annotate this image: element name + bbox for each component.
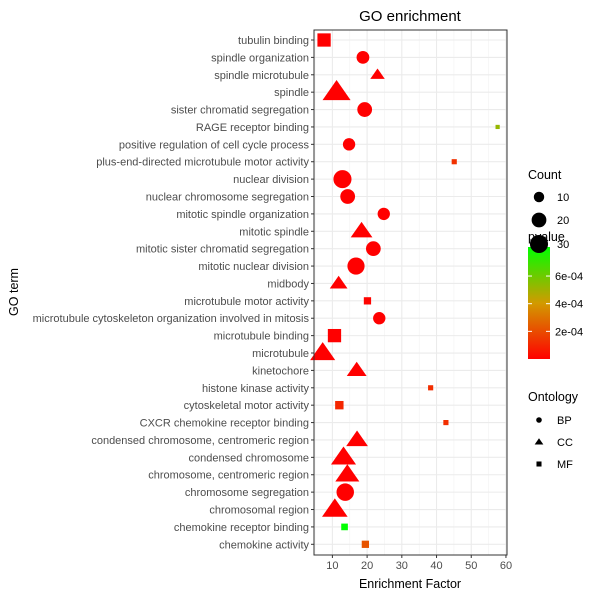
x-tick-labels: 10 20 30 40 50 60	[326, 555, 512, 572]
y-tick-label: nuclear division	[233, 174, 309, 186]
y-tick-label: plus-end-directed microtubule motor acti…	[96, 157, 309, 169]
y-tick-label: positive regulation of cell cycle proces…	[119, 139, 310, 151]
y-tick-label: mitotic nuclear division	[198, 261, 309, 273]
data-point	[451, 159, 457, 165]
pvalue-legend-label: 2e-04	[555, 326, 583, 338]
data-points	[310, 33, 500, 548]
y-tick-label: chemokine receptor binding	[174, 522, 309, 534]
y-tick-label: chromosome, centromeric region	[148, 470, 309, 482]
data-point	[361, 540, 370, 548]
ontology-legend-symbol	[536, 461, 542, 467]
data-point	[363, 297, 372, 305]
pvalue-colorbar	[528, 247, 550, 359]
data-point	[336, 483, 354, 501]
y-tick-label: spindle	[274, 87, 309, 99]
legend: Count pvalue Ontology 1020302e-044e-046e…	[528, 168, 583, 471]
count-legend-label: 20	[557, 215, 569, 227]
y-tick-label: condensed chromosome, centromeric region	[91, 435, 309, 447]
data-point	[340, 189, 356, 204]
count-legend-symbol	[533, 191, 545, 203]
x-tick-label: 10	[326, 560, 338, 572]
data-point	[428, 385, 434, 391]
ontology-legend-symbol	[536, 417, 542, 423]
ontology-legend-label: CC	[557, 437, 573, 449]
y-tick-label: chromosomal region	[209, 505, 309, 517]
data-point	[333, 170, 352, 189]
data-point	[347, 257, 365, 275]
chart-title: GO enrichment	[359, 8, 462, 25]
count-legend-title: Count	[528, 168, 562, 182]
y-tick-label: spindle organization	[211, 52, 309, 64]
y-tick-label: kinetochore	[252, 365, 309, 377]
count-legend-symbol	[531, 212, 547, 228]
y-tick-label: spindle microtubule	[214, 70, 309, 82]
y-tick-label: chromosome segregation	[185, 487, 309, 499]
data-point	[341, 523, 348, 531]
data-point	[350, 221, 373, 238]
y-tick-label: tubulin binding	[238, 35, 309, 47]
y-tick-label: chemokine activity	[219, 539, 309, 551]
count-legend-label: 10	[557, 192, 569, 204]
data-point	[370, 68, 385, 79]
x-axis-title: Enrichment Factor	[359, 577, 461, 591]
y-tick-label: RAGE receptor binding	[196, 122, 309, 134]
ontology-legend-title: Ontology	[528, 390, 579, 404]
data-point	[322, 79, 351, 101]
y-tick-label: microtubule cytoskeleton organization in…	[33, 313, 310, 325]
data-point	[330, 446, 357, 465]
y-tick-label: nuclear chromosome segregation	[146, 192, 309, 204]
data-point	[346, 361, 367, 377]
data-point	[327, 328, 342, 343]
y-tick-labels: tubulin binding spindle organization spind…	[33, 35, 314, 551]
ontology-legend-label: MF	[557, 459, 573, 471]
y-axis-title: GO term	[7, 268, 21, 316]
data-point	[329, 275, 348, 289]
y-tick-label: histone kinase activity	[202, 383, 309, 395]
data-point	[443, 420, 449, 426]
data-point	[346, 430, 368, 447]
ontology-legend-label: BP	[557, 415, 572, 427]
x-tick-label: 20	[361, 560, 373, 572]
data-point	[317, 33, 331, 47]
data-point	[356, 50, 370, 64]
y-tick-label: mitotic spindle organization	[176, 209, 309, 221]
data-point	[335, 400, 344, 410]
data-point	[495, 124, 500, 130]
y-tick-label: CXCR chemokine receptor binding	[140, 418, 309, 430]
x-tick-label: 30	[396, 560, 408, 572]
x-tick-label: 50	[465, 560, 477, 572]
count-legend-symbol	[529, 234, 549, 254]
x-tick-label: 60	[500, 560, 512, 572]
y-tick-label: microtubule binding	[214, 331, 309, 343]
y-tick-label: condensed chromosome	[189, 452, 309, 464]
data-point	[365, 241, 381, 257]
data-point	[322, 498, 348, 517]
y-tick-label: mitotic sister chromatid segregation	[136, 244, 309, 256]
pvalue-legend-label: 4e-04	[555, 299, 583, 311]
data-point	[310, 342, 336, 361]
y-tick-label: cytoskeletal motor activity	[184, 400, 310, 412]
plot-panel-border	[313, 29, 508, 556]
data-point	[373, 312, 386, 325]
ontology-legend-symbol	[534, 438, 544, 445]
x-tick-label: 40	[430, 560, 442, 572]
y-tick-label: sister chromatid segregation	[171, 105, 309, 117]
data-point	[335, 464, 360, 482]
data-point	[377, 207, 390, 221]
y-tick-label: midbody	[267, 278, 309, 290]
pvalue-legend-label: 6e-04	[555, 271, 583, 283]
count-legend-label: 30	[557, 239, 569, 251]
data-point	[357, 102, 373, 117]
y-tick-label: microtubule	[252, 348, 309, 360]
data-point	[342, 138, 356, 151]
y-tick-label: microtubule motor activity	[184, 296, 309, 308]
y-tick-label: mitotic spindle	[239, 226, 309, 238]
